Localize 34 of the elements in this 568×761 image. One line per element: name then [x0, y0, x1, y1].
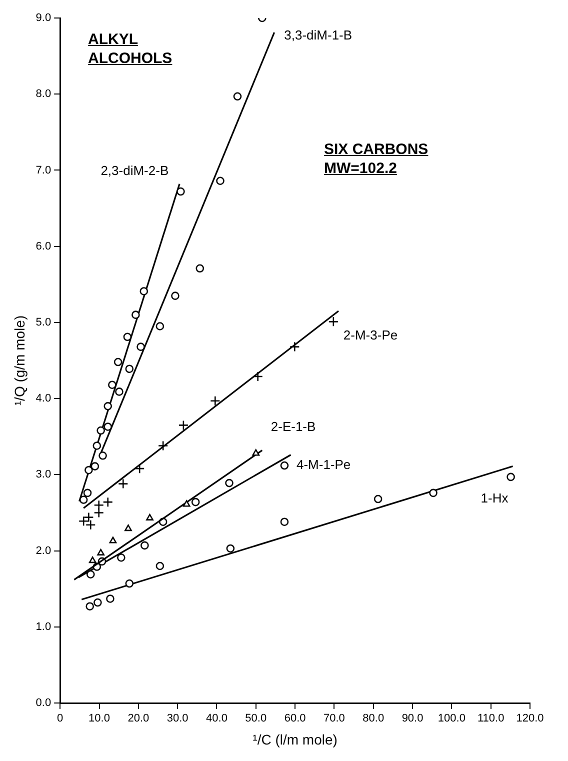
- y-tick-label: 1.0: [36, 620, 52, 633]
- series-label: 2-M-3-Pe: [343, 327, 398, 342]
- series-label: 4-M-1-Pe: [296, 457, 351, 472]
- annotation: SIX CARBONS: [324, 140, 428, 159]
- series-label: 1-Hx: [480, 490, 509, 506]
- x-tick-label: 110.0: [477, 712, 504, 725]
- y-tick-label: 2.0: [36, 544, 52, 557]
- x-tick-label: 20.0: [128, 712, 150, 725]
- x-tick-label: 0: [57, 712, 64, 725]
- y-tick-label: 0.0: [36, 697, 52, 710]
- annotation: MW=102.2: [324, 159, 397, 178]
- y-tick-label: 6.0: [36, 240, 52, 252]
- x-tick-label: 30.0: [166, 712, 188, 725]
- x-tick-label: 120.0: [516, 712, 544, 725]
- y-tick-label: 4.0: [36, 392, 52, 405]
- x-tick-label: 10.0: [88, 712, 110, 725]
- y-tick-label: 8.0: [36, 88, 52, 100]
- y-tick-label: 3.0: [36, 468, 52, 481]
- x-tick-label: 100.0: [438, 712, 466, 725]
- x-tick-label: 70.0: [323, 712, 345, 725]
- x-tick-label: 50.0: [245, 712, 267, 725]
- y-tick-label: 7.0: [36, 164, 52, 176]
- series-label: 2,3-diM-2-B: [100, 163, 169, 178]
- x-tick-label: 80.0: [362, 712, 384, 725]
- x-tick-label: 40.0: [206, 712, 228, 725]
- x-tick-label: 90.0: [402, 712, 424, 725]
- y-axis-title: ¹/Q (g/m mole): [11, 315, 28, 406]
- x-tick-label: 60.0: [284, 712, 306, 725]
- annotation: ALKYL ALCOHOLS: [88, 30, 174, 68]
- x-axis-title: ¹/C (l/m mole): [252, 731, 338, 748]
- series-label: 3,3-diM-1-B: [284, 28, 352, 43]
- y-tick-label: 5.0: [36, 316, 52, 328]
- y-tick-label: 9.0: [36, 12, 52, 24]
- series-label: 2-E-1-B: [270, 418, 316, 434]
